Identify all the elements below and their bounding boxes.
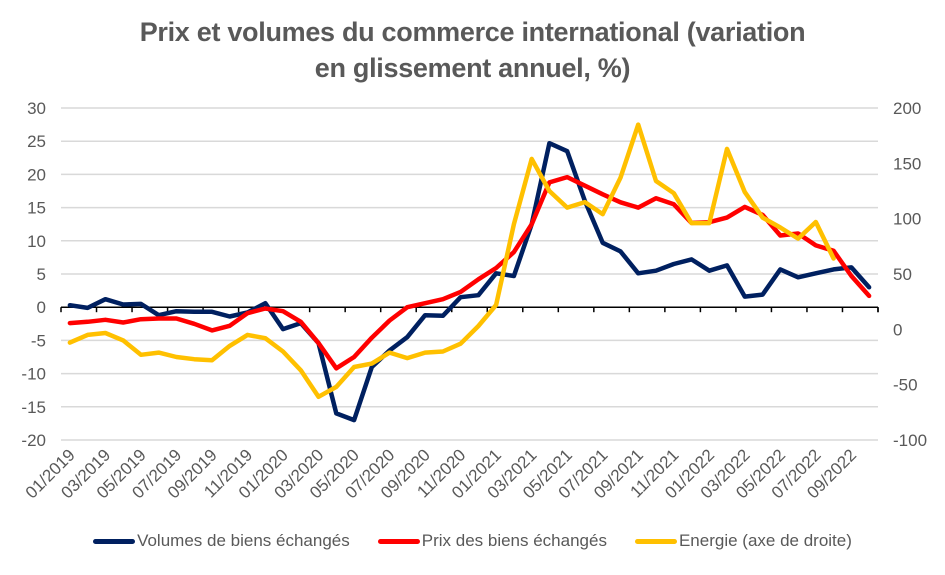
right-y-tick-label: 0 xyxy=(893,320,902,339)
left-y-tick-label: 30 xyxy=(27,99,46,118)
series-line-prix xyxy=(67,174,872,371)
series-lines xyxy=(67,122,872,423)
left-y-tick-label: -5 xyxy=(31,331,46,350)
left-y-axis: 30 25 20 15 10 5 0 -5 -10 -15 -20 xyxy=(21,99,46,450)
left-y-tick-label: 5 xyxy=(37,265,46,284)
legend-label-energie: Energie (axe de droite) xyxy=(678,531,852,550)
x-axis-labels: 01/201903/201905/201907/201909/201911/20… xyxy=(22,445,860,502)
left-y-tick-label: 15 xyxy=(27,199,46,218)
left-y-tick-label: 0 xyxy=(37,298,46,317)
series-line-energie xyxy=(67,122,836,400)
legend-item-prix: Prix des biens échangés xyxy=(377,531,607,551)
legend-swatch-energie xyxy=(634,538,677,544)
x-axis xyxy=(60,306,879,313)
legend-swatch-volumes xyxy=(93,538,136,544)
legend-item-energie: Energie (axe de droite) xyxy=(634,531,852,551)
gridlines xyxy=(61,107,878,441)
legend-label-volumes: Volumes de biens échangés xyxy=(137,531,350,550)
chart-title: Prix et volumes du commerce internationa… xyxy=(0,14,945,86)
right-y-tick-label: 50 xyxy=(893,265,912,284)
legend-swatch-prix xyxy=(377,538,420,544)
right-y-tick-label: -50 xyxy=(893,376,918,395)
left-y-tick-label: 10 xyxy=(27,232,46,251)
left-y-tick-label: -10 xyxy=(21,365,46,384)
legend-label-prix: Prix des biens échangés xyxy=(421,531,607,550)
right-y-tick-label: -100 xyxy=(893,431,927,450)
left-y-tick-label: -20 xyxy=(21,431,46,450)
right-y-tick-label: 100 xyxy=(893,210,921,229)
chart-title-line-2: en glissement annuel, %) xyxy=(314,53,631,83)
right-y-tick-label: 200 xyxy=(893,99,921,118)
left-y-tick-label: 25 xyxy=(27,132,46,151)
right-y-tick-label: 150 xyxy=(893,154,921,173)
chart-title-line-1: Prix et volumes du commerce internationa… xyxy=(139,17,806,47)
legend: Volumes de biens échangés Prix des biens… xyxy=(0,531,945,551)
right-y-axis: 200 150 100 50 0 -50 -100 xyxy=(893,99,927,450)
left-y-tick-label: 20 xyxy=(27,165,46,184)
legend-item-volumes: Volumes de biens échangés xyxy=(93,531,350,551)
series-line-volumes xyxy=(67,140,872,423)
left-y-tick-label: -15 xyxy=(21,398,46,417)
